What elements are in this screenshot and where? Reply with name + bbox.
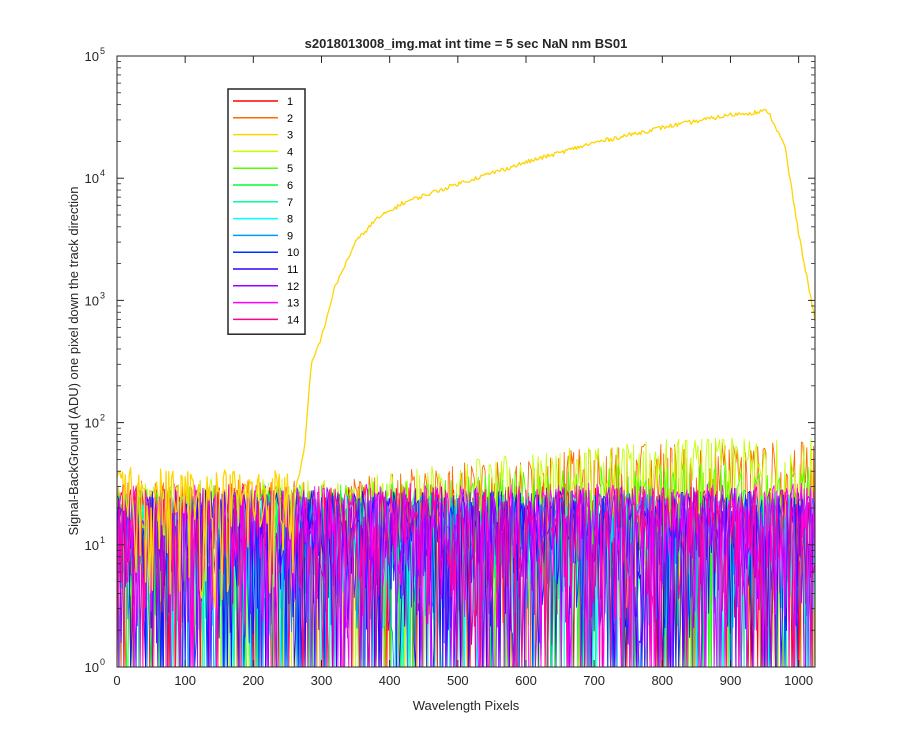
axes-box [116, 55, 816, 668]
x-tick-label: 500 [447, 673, 469, 688]
y-tick-exponent: 4 [100, 168, 105, 178]
y-tick-exponent: 0 [100, 657, 105, 667]
series-line-14 [116, 486, 816, 668]
y-tick-exponent: 1 [100, 535, 105, 545]
x-tick-label: 600 [515, 673, 537, 688]
legend-label: 2 [287, 113, 293, 125]
y-tick-exponent: 2 [100, 413, 105, 423]
x-tick-label: 200 [242, 673, 264, 688]
legend-label: 5 [287, 163, 293, 175]
legend-label: 11 [287, 264, 298, 276]
y-tick-label: 10 [85, 416, 99, 431]
x-tick-label: 300 [311, 673, 333, 688]
x-tick-label: 800 [651, 673, 673, 688]
legend-label: 10 [287, 247, 299, 259]
x-tick-label: 400 [379, 673, 401, 688]
legend-label: 9 [287, 230, 293, 242]
y-tick-label: 10 [85, 538, 99, 553]
legend-label: 8 [287, 214, 293, 226]
y-tick-label: 10 [85, 660, 99, 675]
legend-label: 12 [287, 281, 299, 293]
y-axis-label: Signal-BackGround (ADU) one pixel down t… [66, 186, 81, 535]
x-axis-label: Wavelength Pixels [413, 698, 520, 713]
legend-label: 13 [287, 298, 299, 310]
legend-label: 6 [287, 180, 293, 192]
legend-label: 14 [287, 314, 299, 326]
legend-label: 4 [287, 146, 293, 158]
y-tick-label: 10 [85, 171, 99, 186]
legend-label: 7 [287, 197, 293, 209]
series-layer [116, 108, 816, 668]
x-tick-label: 1000 [784, 673, 813, 688]
legend-box [227, 88, 306, 335]
x-tick-label: 900 [720, 673, 742, 688]
chart-title: s2018013008_img.mat int time = 5 sec NaN… [305, 36, 628, 51]
x-tick-label: 0 [113, 673, 120, 688]
series-line-3 [116, 108, 816, 608]
legend-label: 1 [287, 96, 293, 108]
y-tick-exponent: 5 [100, 46, 105, 56]
x-tick-label: 700 [583, 673, 605, 688]
y-tick-label: 10 [85, 293, 99, 308]
legend-label: 3 [287, 130, 293, 142]
x-tick-label: 100 [174, 673, 196, 688]
y-tick-label: 10 [85, 49, 99, 64]
y-tick-exponent: 3 [100, 290, 105, 300]
